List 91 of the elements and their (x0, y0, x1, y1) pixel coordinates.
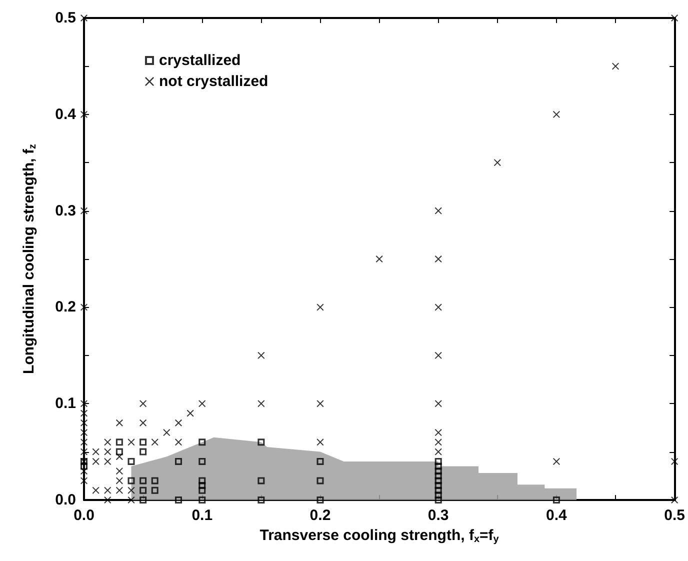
y-axis-title: Longitudinal cooling strength, fz (20, 144, 38, 374)
point (92, 486, 100, 494)
y-tick-label: 0.5 (55, 10, 76, 26)
point (140, 477, 147, 484)
point (552, 458, 560, 465)
point (116, 477, 123, 484)
point (80, 448, 88, 456)
point (316, 458, 324, 465)
point (128, 458, 135, 465)
point (434, 352, 442, 359)
point (140, 419, 147, 426)
point (434, 438, 442, 446)
point (671, 496, 678, 504)
point (198, 486, 206, 494)
point (104, 486, 112, 494)
point (116, 438, 123, 446)
point (671, 14, 678, 22)
x-tick-label: 0.3 (428, 507, 449, 524)
point (671, 458, 678, 465)
point (434, 256, 442, 262)
point (316, 400, 324, 408)
y-tick-label: 0.4 (55, 106, 77, 123)
point (140, 400, 147, 408)
x-tick-label: 0.0 (74, 507, 94, 524)
point (116, 419, 123, 426)
point (80, 468, 88, 475)
point (128, 477, 135, 484)
point (128, 486, 135, 494)
point (316, 304, 324, 311)
point (80, 14, 88, 22)
point (494, 159, 501, 166)
point (434, 400, 442, 408)
point (151, 486, 158, 494)
point (104, 496, 112, 504)
point (163, 429, 170, 436)
y-tick-label: 0.1 (55, 395, 76, 412)
point (198, 458, 206, 465)
point (92, 448, 100, 456)
point (434, 448, 442, 456)
point (116, 453, 123, 460)
point (140, 496, 147, 504)
point (80, 110, 88, 118)
x-tick-label: 0.1 (192, 507, 213, 524)
point (80, 400, 88, 408)
point (434, 304, 442, 311)
x-tick-label: 0.5 (664, 507, 686, 524)
point (186, 410, 194, 417)
point (80, 419, 88, 426)
point (174, 496, 182, 504)
point (198, 438, 206, 446)
point (174, 419, 182, 426)
point (434, 207, 442, 214)
y-tick-label: 0.3 (55, 202, 76, 220)
point (434, 496, 442, 504)
point (198, 400, 206, 408)
point (80, 429, 88, 436)
point (116, 486, 123, 494)
point (104, 438, 112, 446)
point (80, 438, 88, 446)
point (316, 496, 324, 504)
point (104, 448, 112, 456)
x-tick-label: 0.4 (546, 507, 568, 524)
point (198, 496, 206, 504)
point (104, 458, 112, 465)
point (258, 496, 265, 504)
point (92, 458, 100, 465)
point (80, 304, 88, 311)
point (434, 429, 442, 436)
y-tick-label: 0.2 (55, 298, 76, 316)
point (552, 110, 560, 118)
point (316, 438, 324, 446)
point (552, 496, 560, 504)
point (612, 62, 620, 70)
x-tick-label: 0.2 (310, 507, 331, 524)
point (140, 448, 147, 456)
point (174, 438, 182, 446)
point (140, 438, 147, 446)
point (128, 438, 135, 446)
point (140, 486, 147, 494)
point (174, 458, 182, 465)
point (151, 438, 158, 446)
point (316, 477, 324, 484)
legend-label: crystallized (159, 52, 241, 69)
legend-label: not crystallized (159, 73, 268, 90)
point (116, 468, 123, 475)
point (151, 477, 158, 484)
point (258, 477, 265, 484)
point (258, 352, 265, 359)
point (258, 400, 265, 408)
point (258, 438, 265, 446)
y-tick-label: 0.0 (55, 492, 76, 508)
